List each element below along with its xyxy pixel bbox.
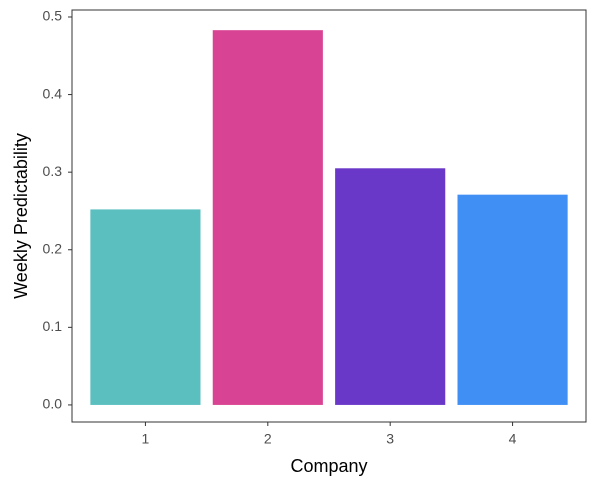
x-tick-label: 1	[142, 431, 150, 447]
x-tick-label: 2	[264, 431, 272, 447]
bar	[212, 30, 323, 405]
y-tick-label: 0.4	[43, 85, 63, 101]
y-axis-title: Weekly Predictability	[11, 133, 31, 299]
bar	[90, 209, 201, 405]
y-tick-label: 0.5	[43, 8, 63, 24]
x-tick-label: 3	[386, 431, 394, 447]
x-tick-label: 4	[509, 431, 517, 447]
x-axis-title: Company	[290, 456, 367, 476]
y-tick-label: 0.2	[43, 240, 63, 256]
y-tick-label: 0.1	[43, 318, 63, 334]
bar	[335, 168, 446, 405]
bar	[457, 194, 568, 405]
y-tick-label: 0.3	[43, 163, 63, 179]
y-tick-label: 0.0	[43, 396, 63, 412]
panel-border	[71, 9, 587, 423]
